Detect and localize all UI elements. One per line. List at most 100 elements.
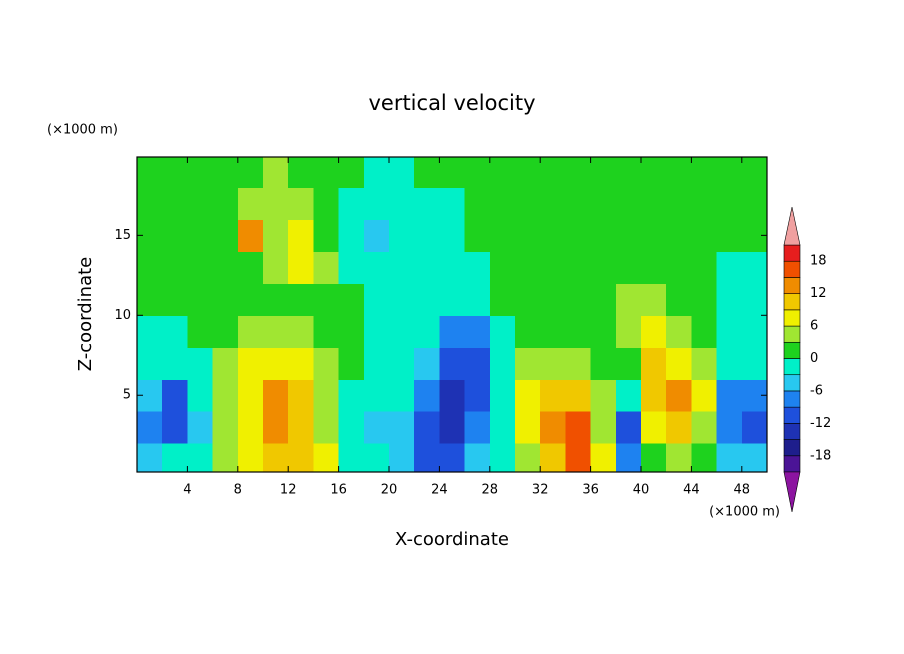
field-cell: [464, 187, 491, 220]
field-cell: [313, 411, 340, 444]
field-cell: [540, 411, 566, 444]
colorbar-box: [783, 309, 801, 327]
field-cell: [187, 315, 214, 348]
field-cell: [641, 379, 667, 412]
field-cell: [590, 411, 617, 444]
field-cell: [187, 219, 214, 252]
field-cell: [263, 347, 289, 380]
field-cell: [414, 411, 440, 444]
field-cell: [439, 315, 466, 348]
field-cell: [389, 347, 415, 380]
y-tick-label: 10: [114, 308, 131, 323]
field-cell: [237, 347, 264, 380]
field-cell: [439, 411, 466, 444]
field-cell: [641, 251, 667, 284]
field-cell: [212, 379, 239, 412]
field-cell: [666, 219, 692, 252]
field-cell: [389, 315, 415, 348]
field-cell: [540, 157, 566, 188]
field-cell: [540, 347, 566, 380]
field-cell: [414, 219, 440, 252]
field-cell: [590, 443, 617, 472]
field-cell: [137, 315, 163, 348]
field-cell: [389, 411, 415, 444]
chart-title: vertical velocity: [368, 91, 535, 115]
field-cell: [313, 315, 340, 348]
field-cell: [137, 251, 163, 284]
field-cell: [288, 219, 314, 252]
field-cell: [263, 157, 289, 188]
field-cell: [540, 315, 566, 348]
field-cell: [515, 219, 541, 252]
field-cell: [187, 379, 214, 412]
field-cell: [590, 347, 617, 380]
field-cell: [162, 315, 188, 348]
field-cell: [615, 411, 642, 444]
field-cell: [489, 157, 516, 188]
field-cell: [716, 315, 743, 348]
field-cell: [414, 157, 440, 188]
field-cell: [691, 219, 718, 252]
field-cell: [540, 379, 566, 412]
field: [137, 157, 767, 472]
field-cell: [237, 251, 264, 284]
field-cell: [515, 187, 541, 220]
field-cell: [288, 443, 314, 472]
x-tick-label: 48: [734, 483, 751, 498]
field-cell: [162, 187, 188, 220]
field-cell: [338, 443, 365, 472]
field-cell: [565, 379, 592, 412]
field-cell: [590, 219, 617, 252]
field-cell: [691, 187, 718, 220]
field-cell: [263, 251, 289, 284]
field-cell: [515, 157, 541, 188]
field-cell: [489, 347, 516, 380]
field-cell: [363, 157, 390, 188]
field-cell: [212, 315, 239, 348]
field-cell: [363, 443, 390, 472]
field-cell: [515, 283, 541, 316]
y-unit: (×1000 m): [47, 123, 118, 138]
field-cell: [137, 157, 163, 188]
field-cell: [666, 379, 692, 412]
field-cell: [666, 157, 692, 188]
colorbar-over: [783, 206, 801, 246]
field-cell: [691, 251, 718, 284]
field-cell: [565, 315, 592, 348]
colorbar-box: [783, 406, 801, 424]
field-cell: [565, 411, 592, 444]
field-cell: [162, 157, 188, 188]
x-tick-label: 8: [234, 483, 242, 498]
field-cell: [691, 411, 718, 444]
field-cell: [741, 157, 767, 188]
field-cell: [615, 251, 642, 284]
field-cell: [187, 283, 214, 316]
field-cell: [641, 315, 667, 348]
field-cell: [565, 283, 592, 316]
field-cell: [313, 251, 340, 284]
x-tick-label: 28: [482, 483, 499, 498]
field-cell: [389, 219, 415, 252]
field-cell: [212, 411, 239, 444]
colorbar-box: [783, 358, 801, 376]
field-cell: [187, 443, 214, 472]
field-cell: [363, 315, 390, 348]
field-cell: [389, 283, 415, 316]
field-cell: [363, 283, 390, 316]
field-cell: [439, 187, 466, 220]
field-cell: [338, 411, 365, 444]
colorbar-tick-label: 18: [810, 254, 827, 269]
field-cell: [338, 219, 365, 252]
colorbar-tick-label: 0: [810, 351, 818, 366]
field-cell: [741, 411, 767, 444]
colorbar-box: [783, 374, 801, 392]
field-cell: [439, 443, 466, 472]
field-cell: [615, 347, 642, 380]
field-cell: [565, 187, 592, 220]
field-cell: [338, 251, 365, 284]
field-cell: [666, 283, 692, 316]
field-cell: [641, 187, 667, 220]
field-cell: [414, 187, 440, 220]
field-cell: [137, 187, 163, 220]
field-cell: [691, 283, 718, 316]
